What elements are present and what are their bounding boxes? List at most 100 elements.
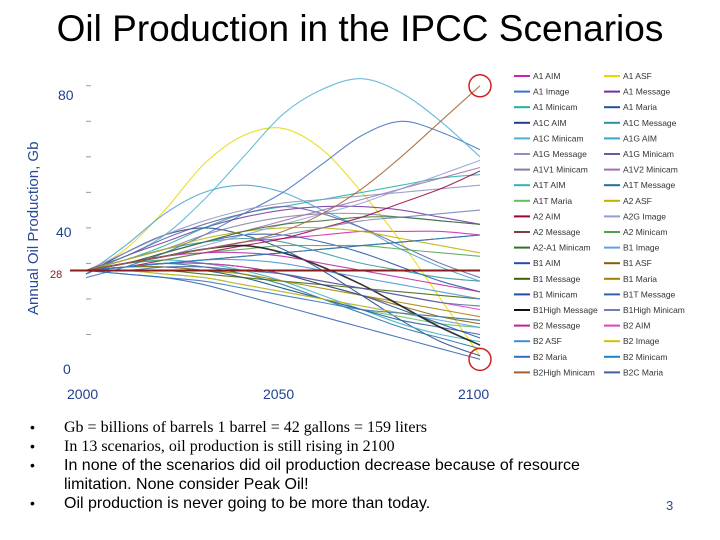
legend-label: B2 Message [533, 321, 581, 331]
legend-item: B2 Message [514, 321, 581, 331]
legend-label: B1 Message [533, 274, 581, 284]
legend-item: A2 ASF [604, 196, 652, 206]
legend: A1 AIM A1 ASF A1 Image A1 Message A1 Minicam… [514, 71, 685, 377]
legend-item: A1C AIM [514, 118, 567, 128]
legend-label: B2 AIM [623, 321, 650, 331]
legend-label: B2 ASF [533, 336, 562, 346]
bullet-dot: • [30, 495, 35, 511]
series-line [85, 170, 481, 272]
legend-label: A1 Image [533, 87, 570, 97]
series-line [85, 216, 481, 272]
legend-item: A1G AIM [604, 133, 657, 143]
legend-label: A1T Message [623, 180, 676, 190]
bullet-item: • In none of the scenarios did oil produc… [30, 456, 640, 494]
series-line [85, 266, 481, 307]
legend-label: A1G AIM [623, 133, 657, 143]
bullet-dot: • [30, 457, 35, 473]
legend-label: A1 Maria [623, 102, 657, 112]
legend-item: A1 Maria [604, 102, 657, 112]
series-line [85, 78, 481, 272]
legend-item: A1 Image [514, 87, 570, 97]
legend-label: A2 AIM [533, 211, 560, 221]
legend-label: A1T AIM [533, 180, 565, 190]
legend-label: B2 Maria [533, 352, 567, 362]
legend-item: B1 Maria [604, 274, 657, 284]
legend-item: B1High Message [514, 305, 598, 315]
legend-item: A1T Maria [514, 196, 572, 206]
series-line [85, 205, 481, 275]
legend-label: A1 Message [623, 87, 671, 97]
bullet-dot: • [30, 419, 35, 435]
plot-area [70, 78, 481, 360]
bullet-text: Gb = billions of barrels 1 barrel = 42 g… [64, 419, 428, 436]
legend-item: A2G Image [604, 211, 666, 221]
series-line [85, 234, 481, 272]
legend-item: A2 Minicam [604, 227, 667, 237]
legend-item: A2 AIM [514, 211, 560, 221]
legend-item: B2 Minicam [604, 352, 667, 362]
legend-item: B2High Minicam [514, 367, 595, 377]
legend-item: A1 Minicam [514, 102, 577, 112]
legend-item: A1 ASF [604, 71, 652, 81]
legend-label: A1T Maria [533, 196, 572, 206]
legend-item: B1High Minicam [604, 305, 685, 315]
slide-title: Oil Production in the IPCC Scenarios [56, 8, 664, 49]
legend-label: A2G Image [623, 211, 666, 221]
legend-label: B1 AIM [533, 258, 560, 268]
legend-label: B2C Maria [623, 367, 663, 377]
series-line [85, 184, 481, 272]
series-line [85, 266, 481, 318]
highlight-value-label: 28 [50, 269, 62, 281]
bullet-text: Oil production is never going to be more… [64, 495, 431, 512]
legend-item: B2 ASF [514, 336, 562, 346]
series-line [85, 266, 481, 336]
legend-label: A1V1 Minicam [533, 165, 588, 175]
bullet-text: In none of the scenarios did oil product… [64, 457, 580, 493]
legend-label: B2 Minicam [623, 352, 667, 362]
y-axis: 80 40 0 28 Annual Oil Production, Gb [25, 85, 91, 377]
legend-item: B1T Message [604, 289, 676, 299]
x-tick-label: 2050 [263, 386, 294, 400]
x-tick-label: 2100 [458, 386, 489, 400]
legend-item: A1V1 Minicam [514, 165, 588, 175]
y-tick-label: 0 [63, 361, 71, 377]
legend-item: B2 Maria [514, 352, 567, 362]
y-tick-label: 40 [56, 224, 72, 240]
legend-item: B1 Message [514, 274, 581, 284]
bullet-item: • Oil production is never going to be mor… [30, 494, 640, 513]
legend-label: A1C AIM [533, 118, 567, 128]
legend-item: A2-A1 Minicam [514, 243, 591, 253]
legend-item: B1 Minicam [514, 289, 577, 299]
series-line [85, 206, 481, 279]
legend-label: B1High Message [533, 305, 598, 315]
legend-label: A1 AIM [533, 71, 560, 81]
legend-label: A1G Minicam [623, 149, 674, 159]
legend-label: A1 Minicam [533, 102, 577, 112]
legend-item: A1G Message [514, 149, 587, 159]
page-number: 3 [666, 498, 674, 513]
legend-item: A1C Minicam [514, 133, 584, 143]
legend-label: A2 Message [533, 227, 581, 237]
legend-item: A1V2 Minicam [604, 165, 678, 175]
bullet-list: • Gb = billions of barrels 1 barrel = 42 … [30, 418, 640, 513]
legend-item: A1T AIM [514, 180, 565, 190]
highlight-circle [468, 74, 492, 98]
series-line [85, 244, 481, 272]
legend-label: A1 ASF [623, 71, 652, 81]
legend-label: B2 Image [623, 336, 660, 346]
legend-item: B1 AIM [514, 258, 560, 268]
bullet-item: • Gb = billions of barrels 1 barrel = 42 … [30, 418, 640, 437]
series-line [85, 184, 481, 282]
y-axis-title: Annual Oil Production, Gb [25, 142, 42, 315]
legend-label: A2 ASF [623, 196, 652, 206]
legend-label: B2High Minicam [533, 367, 595, 377]
legend-item: A1G Minicam [604, 149, 674, 159]
legend-label: B1T Message [623, 289, 676, 299]
highlight-markers [468, 74, 492, 372]
legend-item: A1 AIM [514, 71, 560, 81]
y-tick-label: 80 [58, 87, 74, 103]
x-tick-label: 2000 [67, 386, 98, 400]
legend-label: B1 Maria [623, 274, 657, 284]
bullet-text: In 13 scenarios, oil production is still… [64, 438, 395, 455]
legend-label: A1C Minicam [533, 133, 584, 143]
